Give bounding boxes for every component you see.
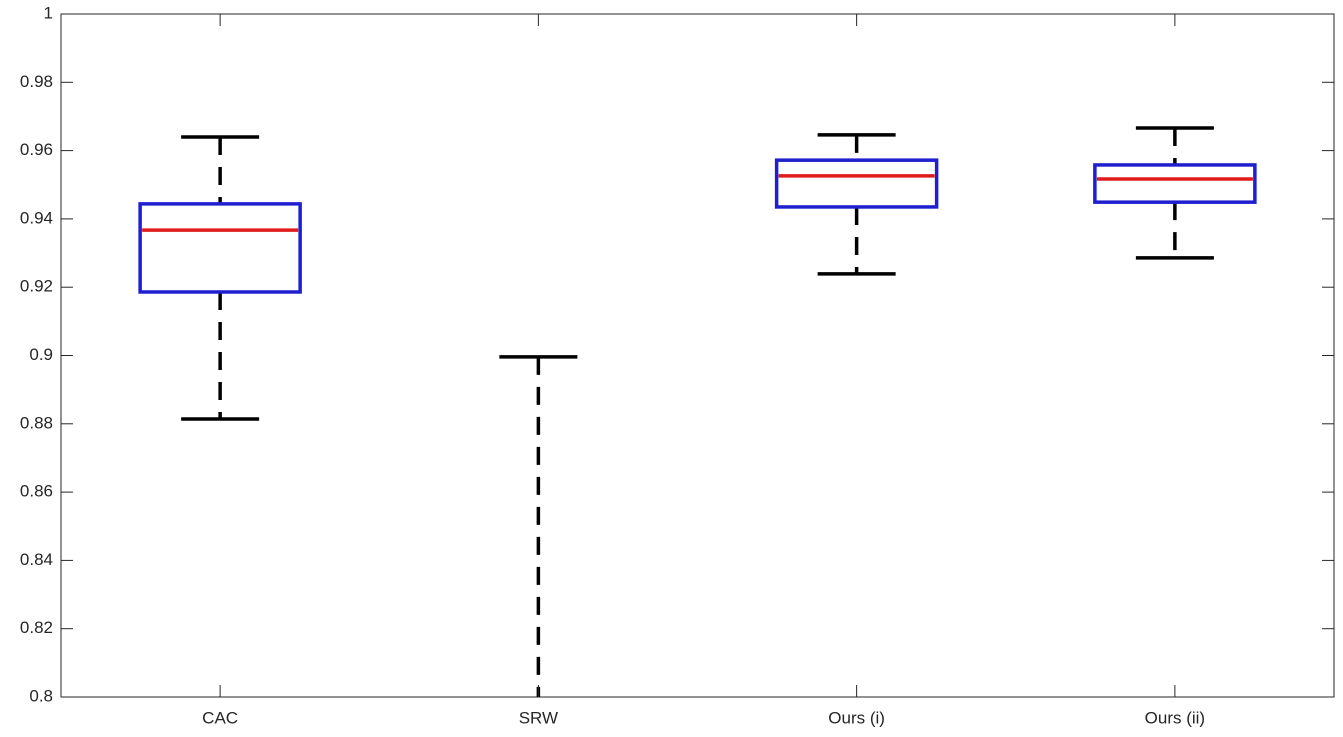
y-tick-label: 0.96 (20, 140, 53, 159)
y-tick-label: 1 (44, 3, 53, 22)
box (1093, 163, 1257, 204)
y-tick-label: 0.98 (20, 72, 53, 91)
y-tick-label: 0.86 (20, 482, 53, 501)
y-tick-label: 0.82 (20, 618, 53, 637)
y-tick-label: 0.9 (29, 345, 53, 364)
box (774, 158, 939, 209)
y-tick-label: 0.8 (29, 686, 53, 705)
plot-frame (60, 13, 1335, 698)
plot-area (138, 126, 1257, 697)
box (138, 202, 302, 294)
y-tick-label: 0.92 (20, 277, 53, 296)
x-tick-label: Ours (ii) (1145, 708, 1205, 727)
y-tick-label: 0.94 (20, 208, 53, 227)
x-tick-label: Ours (i) (828, 708, 885, 727)
y-tick-label: 0.84 (20, 550, 53, 569)
y-tick-label: 0.88 (20, 413, 53, 432)
x-tick-label: CAC (202, 708, 238, 727)
x-tick-label: SRW (519, 708, 558, 727)
